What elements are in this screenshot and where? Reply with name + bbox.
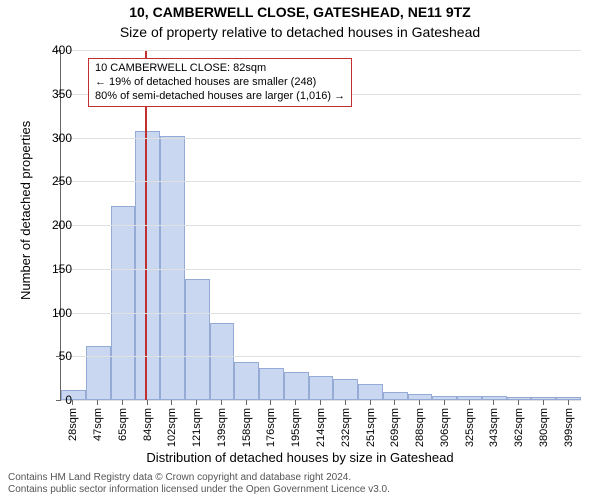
histogram-bar	[309, 376, 334, 400]
histogram-bar	[86, 346, 111, 400]
gridline	[61, 356, 581, 357]
chart-title-subtitle: Size of property relative to detached ho…	[0, 24, 600, 40]
x-tick-label: 195sqm	[290, 408, 302, 447]
x-tick-label: 343sqm	[488, 408, 500, 447]
x-tick-mark	[72, 400, 73, 405]
x-tick-label: 28sqm	[67, 408, 79, 441]
histogram-bar	[185, 279, 210, 400]
x-tick-mark	[97, 400, 98, 405]
x-tick-label: 65sqm	[117, 408, 129, 441]
x-tick-label: 325sqm	[464, 408, 476, 447]
x-tick-mark	[469, 400, 470, 405]
x-tick-mark	[246, 400, 247, 405]
x-tick-label: 214sqm	[315, 408, 327, 447]
histogram-bar	[333, 379, 358, 400]
annotation-line-1: 10 CAMBERWELL CLOSE: 82sqm	[95, 62, 345, 76]
footer-attribution: Contains HM Land Registry data © Crown c…	[8, 472, 390, 496]
x-tick-mark	[394, 400, 395, 405]
x-tick-label: 251sqm	[365, 408, 377, 447]
gridline	[61, 225, 581, 226]
y-tick-label: 0	[32, 393, 72, 407]
histogram-bar	[383, 392, 408, 400]
x-tick-mark	[568, 400, 569, 405]
x-tick-mark	[147, 400, 148, 405]
footer-line-2: Contains public sector information licen…	[8, 484, 390, 496]
x-axis-label: Distribution of detached houses by size …	[0, 450, 600, 465]
x-tick-label: 306sqm	[439, 408, 451, 447]
annotation-box: 10 CAMBERWELL CLOSE: 82sqm ← 19% of deta…	[88, 58, 352, 107]
histogram-bar	[135, 131, 160, 400]
x-tick-mark	[518, 400, 519, 405]
x-tick-label: 102sqm	[166, 408, 178, 447]
x-tick-label: 176sqm	[265, 408, 277, 447]
gridline	[61, 313, 581, 314]
y-tick-label: 150	[32, 262, 72, 276]
x-tick-label: 139sqm	[216, 408, 228, 447]
annotation-line-3: 80% of semi-detached houses are larger (…	[95, 90, 345, 104]
x-tick-mark	[543, 400, 544, 405]
y-tick-label: 250	[32, 174, 72, 188]
histogram-bar	[358, 384, 383, 400]
x-tick-label: 47sqm	[92, 408, 104, 441]
histogram-bar	[111, 206, 136, 400]
gridline	[61, 138, 581, 139]
x-tick-mark	[221, 400, 222, 405]
x-tick-label: 380sqm	[538, 408, 550, 447]
x-tick-mark	[493, 400, 494, 405]
gridline	[61, 269, 581, 270]
x-tick-label: 399sqm	[563, 408, 575, 447]
x-tick-label: 362sqm	[513, 408, 525, 447]
x-tick-mark	[295, 400, 296, 405]
gridline	[61, 400, 581, 401]
histogram-bar	[234, 362, 259, 400]
y-tick-label: 50	[32, 349, 72, 363]
x-tick-mark	[419, 400, 420, 405]
x-tick-mark	[122, 400, 123, 405]
x-tick-label: 232sqm	[340, 408, 352, 447]
x-tick-mark	[196, 400, 197, 405]
x-tick-mark	[345, 400, 346, 405]
x-tick-mark	[320, 400, 321, 405]
gridline	[61, 181, 581, 182]
histogram-bar	[210, 323, 235, 400]
y-tick-label: 300	[32, 131, 72, 145]
y-tick-label: 100	[32, 306, 72, 320]
annotation-line-2: ← 19% of detached houses are smaller (24…	[95, 76, 345, 90]
x-tick-label: 288sqm	[414, 408, 426, 447]
x-tick-mark	[270, 400, 271, 405]
y-tick-label: 350	[32, 87, 72, 101]
y-tick-label: 400	[32, 43, 72, 57]
x-tick-mark	[370, 400, 371, 405]
x-tick-mark	[444, 400, 445, 405]
histogram-bar	[284, 372, 309, 400]
footer-line-1: Contains HM Land Registry data © Crown c…	[8, 472, 390, 484]
x-tick-label: 269sqm	[389, 408, 401, 447]
y-tick-label: 200	[32, 218, 72, 232]
x-tick-label: 84sqm	[142, 408, 154, 441]
x-tick-mark	[171, 400, 172, 405]
x-tick-label: 158sqm	[241, 408, 253, 447]
x-tick-label: 121sqm	[191, 408, 203, 447]
gridline	[61, 50, 581, 51]
y-axis-label: Number of detached properties	[18, 121, 33, 300]
chart-title-address: 10, CAMBERWELL CLOSE, GATESHEAD, NE11 9T…	[0, 4, 600, 20]
histogram-bar	[259, 368, 284, 400]
